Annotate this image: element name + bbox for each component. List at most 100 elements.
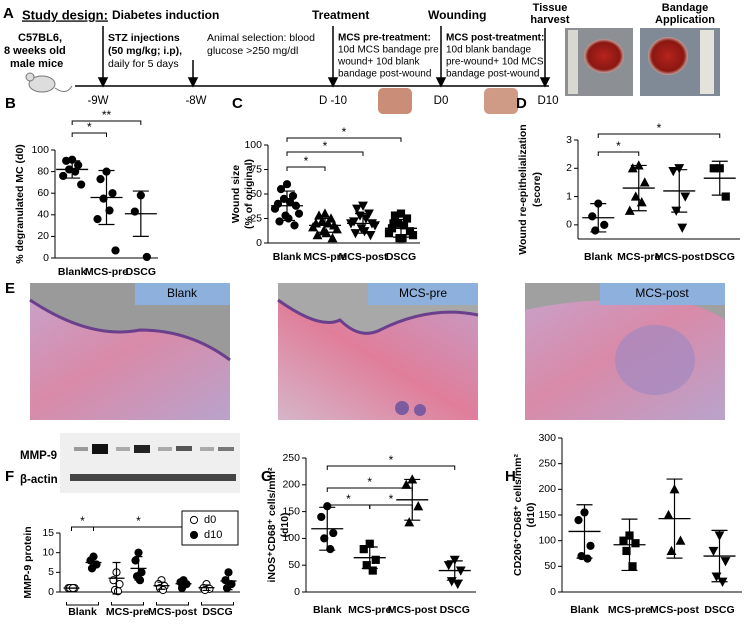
panel-letter: B xyxy=(5,95,16,112)
error-bar xyxy=(89,556,98,569)
significance-label: * xyxy=(323,139,328,153)
x-tick-label: Blank xyxy=(68,606,97,618)
y-tick-label: 60 xyxy=(37,187,49,199)
data-point xyxy=(627,163,638,173)
blot-label: β-actin xyxy=(20,474,58,486)
significance-label: * xyxy=(367,475,372,489)
data-point xyxy=(636,197,647,207)
data-point xyxy=(222,583,232,593)
post-treatment-label: MCS post-treatment: xyxy=(446,33,544,44)
mice-label: male mice xyxy=(10,58,63,70)
significance-bracket xyxy=(286,137,402,142)
significance-bracket xyxy=(71,120,142,125)
error-bar xyxy=(404,478,421,521)
x-tick-label: MCS-post xyxy=(339,251,388,263)
significance-label: * xyxy=(389,492,394,506)
y-axis-label: (d10) xyxy=(279,512,291,537)
data-point xyxy=(709,164,718,173)
legend-box xyxy=(181,510,239,546)
data-point xyxy=(368,566,377,575)
error-bar xyxy=(711,160,728,196)
error-bar xyxy=(132,190,149,237)
y-tick-label: 150 xyxy=(538,509,556,521)
western-blot xyxy=(60,433,240,493)
data-point xyxy=(639,177,650,187)
y-axis-label: MMP-9 protein xyxy=(22,526,34,598)
y-tick-label: 75 xyxy=(250,163,262,175)
data-point xyxy=(413,501,424,511)
significance-bracket xyxy=(326,487,413,492)
data-point xyxy=(402,214,412,223)
phase-label: Diabetes induction xyxy=(112,8,219,22)
x-tick-label: DSCG xyxy=(202,606,232,618)
y-tick-label: 50 xyxy=(544,560,556,572)
data-point xyxy=(314,210,324,220)
selection-label: glucose >250 mg/dl xyxy=(207,45,298,57)
y-tick-label: 3 xyxy=(566,134,572,146)
data-point xyxy=(320,208,330,218)
x-tick-label: MCS-pre xyxy=(617,251,660,263)
bandage-label: Application xyxy=(655,14,715,26)
y-axis-label: CD206⁺CD68⁺ cells/mm² xyxy=(512,454,524,576)
histology-label: Blank xyxy=(167,286,198,300)
histology-image xyxy=(277,283,479,420)
category-underline xyxy=(156,602,189,606)
data-point xyxy=(329,528,338,538)
y-tick-label: 150 xyxy=(282,505,300,517)
x-tick-label: DSCG xyxy=(705,251,735,263)
significance-label: ** xyxy=(102,108,112,122)
y-tick-label: 2 xyxy=(566,162,572,174)
y-tick-label: 200 xyxy=(538,483,556,495)
timepoint-label: -8W xyxy=(185,95,206,107)
post-treatment-label: pre-wound+ 10d MCS xyxy=(446,57,544,68)
histology-label-box xyxy=(135,283,230,305)
error-bar xyxy=(671,169,688,213)
stz-label: STZ injections xyxy=(108,32,180,44)
data-point xyxy=(675,535,686,545)
error-bar xyxy=(98,169,115,226)
y-tick-label: 50 xyxy=(250,188,262,200)
data-point xyxy=(663,509,674,520)
timepoint-label: D10 xyxy=(537,95,558,107)
histology-label-box xyxy=(368,283,478,305)
data-point xyxy=(96,175,105,184)
y-tick-label: 0 xyxy=(294,586,300,598)
y-tick-label: 0 xyxy=(566,219,572,231)
panel-letter: H xyxy=(505,468,516,485)
y-tick-label: 300 xyxy=(538,432,556,444)
x-tick-label: Blank xyxy=(58,266,87,278)
error-bar xyxy=(361,546,378,570)
pre-treatment-label: 10d MCS bandage pre xyxy=(338,45,439,56)
x-tick-label: Blank xyxy=(584,251,613,263)
data-point xyxy=(371,555,380,564)
mice-label: 8 weeks old xyxy=(4,45,66,57)
y-tick-label: 250 xyxy=(282,452,300,464)
y-tick-label: 0 xyxy=(550,586,556,598)
data-point xyxy=(404,517,415,527)
error-bar xyxy=(224,571,233,591)
data-point xyxy=(630,191,641,201)
data-point xyxy=(74,161,83,170)
y-axis-label: % degranulated MC (d0) xyxy=(14,144,26,264)
significance-label: * xyxy=(346,492,351,506)
y-axis-label: (score) xyxy=(531,172,543,207)
legend-label: d10 xyxy=(204,529,222,541)
error-bar xyxy=(590,203,607,233)
histology-label: MCS-pre xyxy=(399,286,447,300)
data-point xyxy=(708,546,719,557)
data-point xyxy=(677,223,688,233)
panel-letter: A xyxy=(3,5,14,22)
data-point xyxy=(449,555,460,566)
data-point xyxy=(443,561,454,571)
data-point xyxy=(389,219,398,228)
error-bar xyxy=(134,556,143,581)
y-axis-label: iNOS⁺CD68⁺ cells/mm² xyxy=(266,467,278,582)
y-axis-label: Wound size xyxy=(230,165,242,223)
phase-label: Wounding xyxy=(428,8,486,22)
y-tick-label: 5 xyxy=(48,566,54,578)
histology-image xyxy=(525,283,725,420)
significance-label: * xyxy=(87,120,92,134)
error-bar xyxy=(393,218,409,238)
x-tick-label: MCS-post xyxy=(650,604,699,616)
